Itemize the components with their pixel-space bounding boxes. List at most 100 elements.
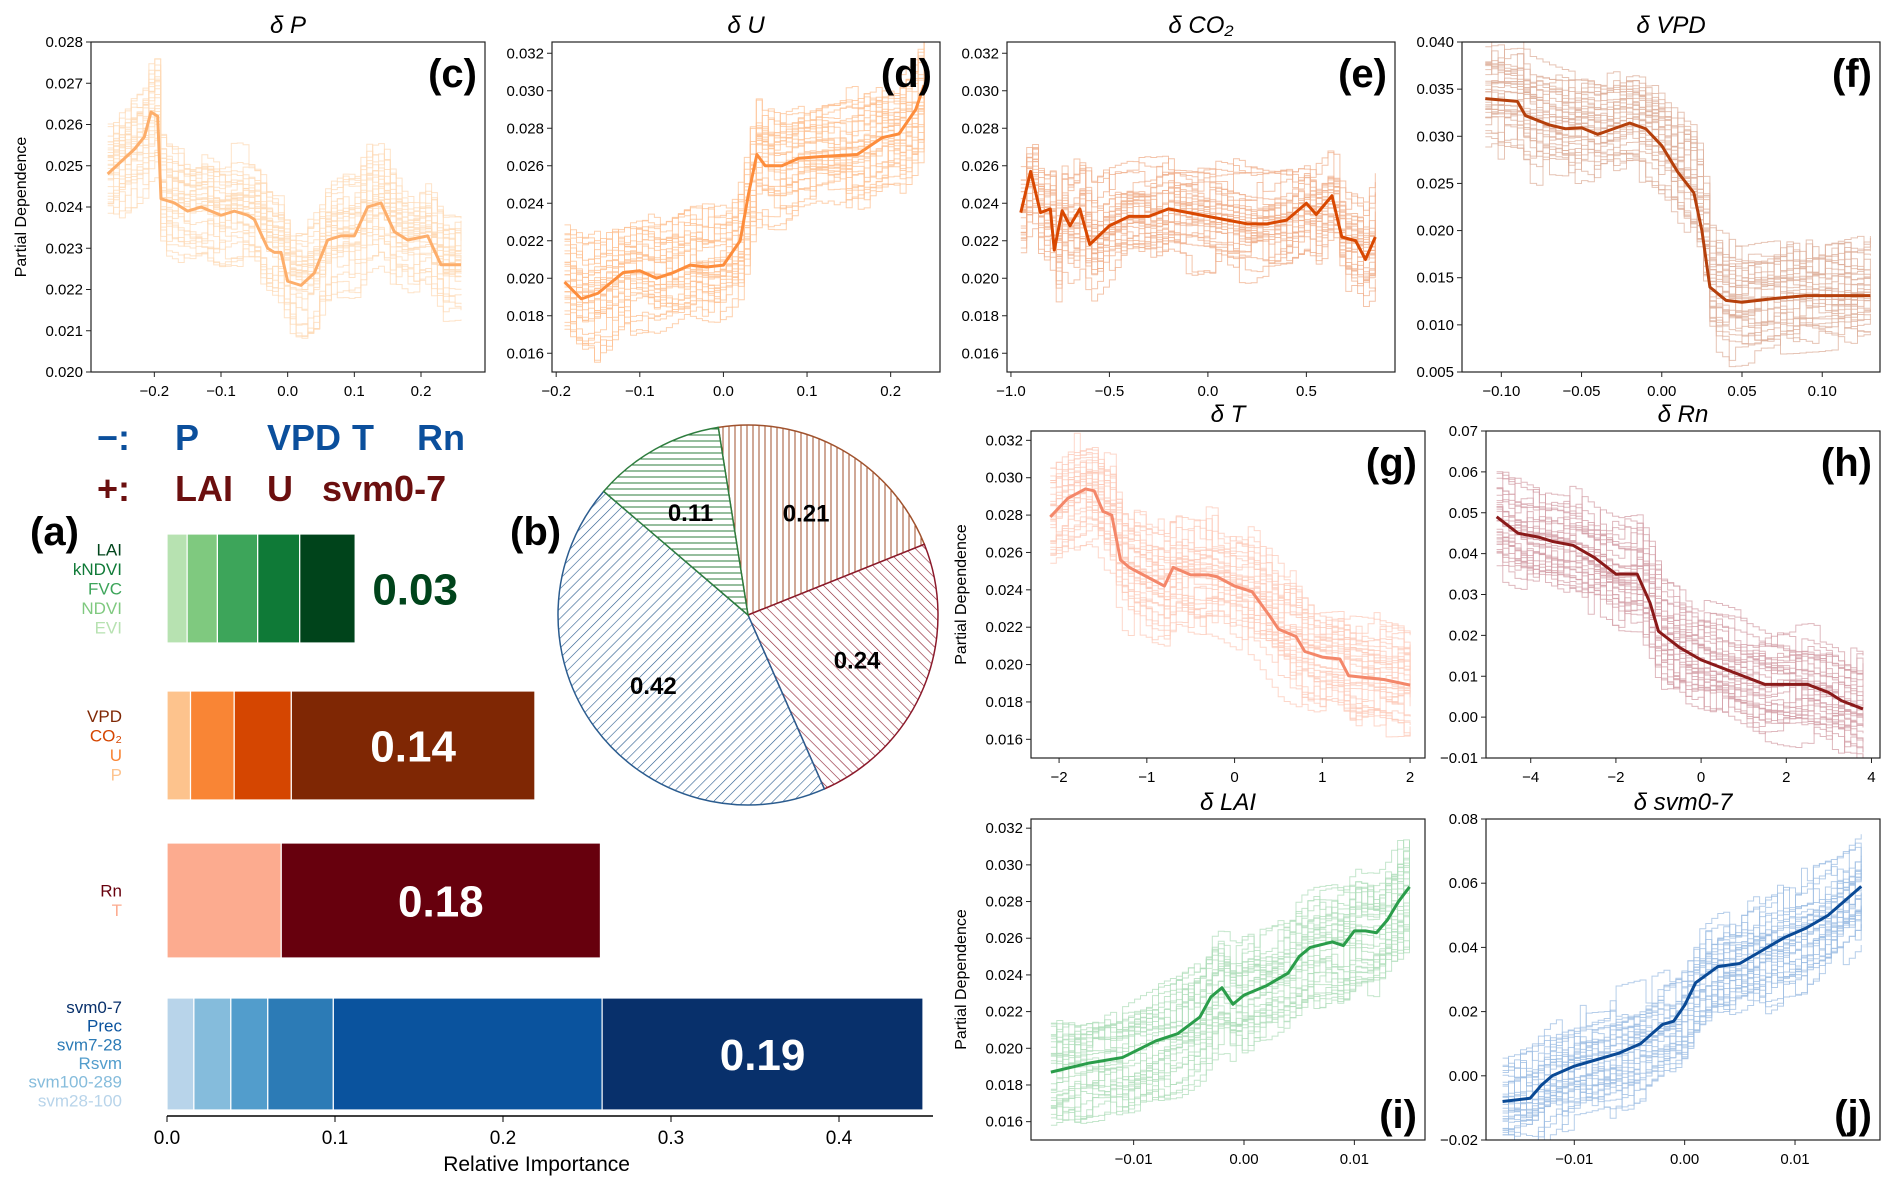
x-tick-label: −1 xyxy=(1138,769,1155,786)
x-tick-label: 0.2 xyxy=(880,383,901,400)
x-tick-label: 0.2 xyxy=(490,1128,516,1149)
y-tick-label: 0.020 xyxy=(506,270,544,287)
x-tick-label: 0.0 xyxy=(277,383,298,400)
y-tick-label: −0.01 xyxy=(1440,750,1478,767)
y-tick-label: 0.030 xyxy=(985,857,1023,874)
y-tick-label: 0.00 xyxy=(1449,1068,1478,1085)
panel-title: δ LAI xyxy=(1200,789,1256,816)
ice-line xyxy=(1020,158,1376,241)
bar-segment-label: svm7-28 xyxy=(57,1035,122,1054)
ice-line xyxy=(1496,506,1864,717)
pdp-panel-g: −2 −1 0 1 2 0.016 0.018 0.020 0.022 0.024 0.026 0.0… xyxy=(953,401,1426,786)
plot-area xyxy=(1050,839,1411,1126)
bar-segment-svm7-28 xyxy=(267,997,334,1111)
plot-frame xyxy=(1485,818,1881,1141)
y-tick-label: 0.035 xyxy=(1416,81,1454,98)
pie-chart-b: 0.21 0.24 0.42 0.11 xyxy=(557,424,939,806)
delta-symbol: δ xyxy=(1200,789,1220,816)
y-tick-label: 0.05 xyxy=(1449,505,1478,522)
pdp-panel-d: −0.2 −0.1 0.0 0.1 0.2 0.016 0.018 0.020 0.022 0.0… xyxy=(506,12,941,400)
y-tick-label: 0.020 xyxy=(985,1040,1023,1057)
ice-line xyxy=(1485,81,1871,302)
delta-symbol: δ xyxy=(1634,789,1654,816)
panel-title-variable: LAI xyxy=(1220,789,1256,816)
ice-line xyxy=(1496,517,1864,717)
x-tick-label: 1 xyxy=(1318,769,1326,786)
y-tick-label: 0.015 xyxy=(1416,270,1454,287)
delta-symbol: δ xyxy=(727,12,747,39)
ice-line xyxy=(1485,87,1871,306)
bar-segment-Rn xyxy=(280,842,602,959)
bar-segment-label: T xyxy=(112,901,122,920)
y-tick-label: 0.025 xyxy=(45,158,83,175)
plot-area xyxy=(1502,834,1863,1140)
y-tick-label: 0.022 xyxy=(985,619,1023,636)
ice-line xyxy=(1020,207,1376,277)
bar-total-label: 0.03 xyxy=(372,566,458,615)
panel-letter: (h) xyxy=(1821,441,1872,485)
y-tick-label: 0.028 xyxy=(985,507,1023,524)
x-tick-label: 0.00 xyxy=(1647,383,1676,400)
y-tick-label: 0.028 xyxy=(961,120,999,137)
y-tick-label: 0.030 xyxy=(961,83,999,100)
y-tick-label: 0.026 xyxy=(506,158,544,175)
legend-item: Rn xyxy=(417,417,465,458)
delta-symbol: δ xyxy=(1636,12,1656,39)
plot-frame xyxy=(1030,430,1426,759)
panel-title: δ Rn xyxy=(1658,401,1709,428)
x-tick-label: 0.5 xyxy=(1296,383,1317,400)
y-tick-label: 0.032 xyxy=(961,45,999,62)
panel-label-a: (a) xyxy=(30,510,79,554)
ice-line xyxy=(107,137,462,320)
y-tick-label: 0.027 xyxy=(45,75,83,92)
x-tick-label: −4 xyxy=(1522,769,1539,786)
bar-group: RnT 0.18 xyxy=(100,842,602,959)
ice-line xyxy=(1502,898,1862,1117)
ice-line xyxy=(1050,931,1410,1119)
ice-line xyxy=(1050,473,1411,671)
x-tick-label: 2 xyxy=(1782,769,1790,786)
ice-line xyxy=(107,152,462,337)
y-tick-label: 0.02 xyxy=(1449,627,1478,644)
bar-segment-label: EVI xyxy=(95,618,122,637)
y-tick-label: 0.01 xyxy=(1449,668,1478,685)
bar-segment-CO2 xyxy=(233,690,292,801)
x-tick-label: −0.5 xyxy=(1095,383,1125,400)
y-tick-label: 0.06 xyxy=(1449,875,1478,892)
pie-slice xyxy=(717,424,926,617)
y-tick-label: 0.016 xyxy=(985,1114,1023,1131)
pie-slice xyxy=(557,490,826,806)
y-tick-label: 0.016 xyxy=(985,731,1023,748)
y-tick-label: 0.016 xyxy=(961,345,999,362)
x-tick-label: −0.1 xyxy=(206,383,236,400)
mean-pdp-line xyxy=(1019,169,1377,261)
ice-line xyxy=(1050,841,1410,1039)
y-tick-label: 0.020 xyxy=(45,364,83,381)
y-tick-label: 0.026 xyxy=(985,544,1023,561)
ice-line xyxy=(1020,223,1376,307)
ice-line xyxy=(1050,457,1411,634)
x-tick-label: 0.4 xyxy=(826,1128,853,1149)
panel-letter: (f) xyxy=(1832,52,1872,96)
x-tick-label: −0.10 xyxy=(1482,383,1520,400)
delta-symbol: δ xyxy=(270,12,290,39)
y-tick-label: 0.021 xyxy=(45,323,83,340)
ice-line xyxy=(1050,482,1411,698)
legend-item: LAI xyxy=(175,468,233,509)
ice-line xyxy=(1502,869,1862,1111)
y-tick-label: 0.024 xyxy=(45,199,83,216)
bar-segment-label: VPD xyxy=(87,707,122,726)
y-tick-label: 0.028 xyxy=(506,120,544,137)
x-tick-label: 0.3 xyxy=(658,1128,684,1149)
bar-segment-svm28-100 xyxy=(166,997,195,1111)
bar-segment-P xyxy=(166,690,192,801)
bar-segment-kNDVI xyxy=(257,533,301,644)
y-tick-label: 0.026 xyxy=(985,930,1023,947)
panel-title-variable: P xyxy=(290,12,306,39)
y-tick-label: 0.07 xyxy=(1449,423,1478,440)
pdp-panel-i: −0.01 0.00 0.01 0.016 0.018 0.020 0.022 0.024 0.… xyxy=(953,789,1426,1168)
ice-line xyxy=(1050,509,1411,710)
bar-segment-Prec xyxy=(332,997,603,1111)
ice-line xyxy=(1549,924,1862,1140)
